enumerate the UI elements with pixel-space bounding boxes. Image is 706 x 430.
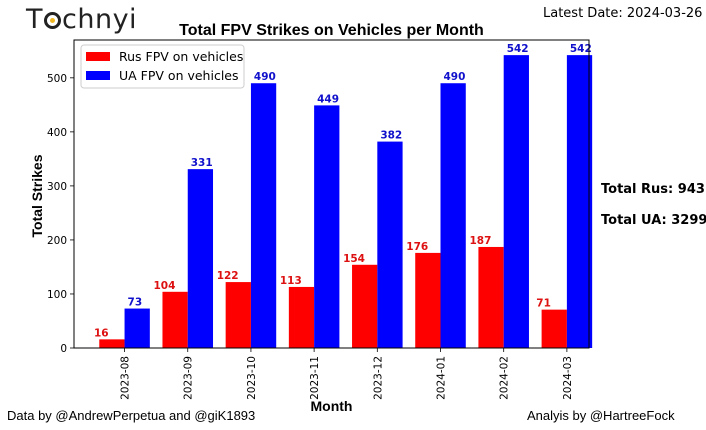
logo-text-right: chnyi: [62, 4, 138, 35]
legend-label-rus: Rus FPV on vehicles: [119, 49, 243, 64]
legend-swatch-rus: [86, 52, 110, 61]
y-tick-label: 300: [47, 181, 67, 193]
data-label-ua-2023-08: 73: [128, 297, 143, 309]
x-tick-label: 2023-11: [309, 356, 321, 400]
bar-ua-2024-01: [440, 83, 466, 348]
plot-frame: [73, 39, 590, 349]
bar-ua-2023-12: [377, 141, 403, 348]
bar-ua-2023-10: [250, 83, 277, 348]
y-tick-label: 100: [47, 289, 67, 301]
data-label-ua-2023-10: 490: [254, 71, 276, 83]
total-ua: Total UA: 3299: [601, 213, 706, 228]
bar-rus-2024-01: [415, 252, 441, 348]
legend-box: [80, 44, 245, 89]
bar-rus-2023-11: [288, 286, 315, 348]
x-tick-label: 2023-09: [183, 356, 195, 400]
bar-ua-2024-03: [566, 55, 593, 349]
bar-rus-2023-12: [352, 264, 378, 348]
data-credit: Data by @AndrewPerpetua and @giK1893: [7, 408, 256, 423]
bar-rus-2023-08: [99, 339, 125, 348]
data-label-rus-2024-02: 187: [469, 235, 491, 247]
data-label-ua-2024-01: 490: [444, 71, 466, 83]
chart-title: Total FPV Strikes on Vehicles per Month: [179, 22, 484, 39]
x-tick-label: 2023-12: [372, 356, 384, 400]
legend-label-ua: UA FPV on vehicles: [119, 68, 239, 83]
data-label-rus-2024-03: 71: [536, 298, 551, 310]
bar-rus-2024-03: [541, 309, 567, 348]
bar-rus-2023-10: [225, 282, 251, 348]
legend-swatch-ua: [86, 71, 110, 80]
data-label-rus-2023-10: 122: [217, 270, 239, 282]
data-label-ua-2024-02: 542: [507, 43, 529, 55]
y-axis-label: Total Strikes: [29, 154, 45, 237]
y-tick-label: 200: [47, 235, 67, 247]
y-tick-label: 0: [60, 343, 67, 355]
data-label-rus-2023-08: 16: [94, 327, 109, 339]
data-label-ua-2023-11: 449: [317, 93, 339, 105]
analysis-credit: Analyis by @HartreeFock: [527, 408, 675, 423]
latest-date: Latest Date: 2024-03-26: [543, 6, 703, 21]
total-rus: Total Rus: 943: [601, 182, 705, 197]
bar-ua-2023-11: [314, 105, 340, 349]
x-tick-label: 2024-02: [499, 356, 511, 400]
logo-text-left: T: [26, 4, 43, 35]
logo-target-icon: [44, 12, 61, 29]
bar-ua-2023-08: [124, 308, 150, 348]
x-axis-label: Month: [311, 398, 353, 414]
bar-rus-2024-02: [478, 246, 504, 348]
data-label-ua-2024-03: 542: [570, 43, 592, 55]
x-tick-label: 2024-03: [562, 356, 574, 400]
bar-ua-2023-09: [187, 169, 214, 348]
x-tick-label: 2023-10: [246, 356, 258, 400]
data-label-rus-2024-01: 176: [406, 241, 428, 253]
x-tick-label: 2024-01: [436, 356, 448, 400]
y-tick-label: 400: [47, 127, 67, 139]
data-label-ua-2023-09: 331: [191, 157, 213, 169]
y-tick-label: 500: [47, 73, 67, 85]
bar-ua-2024-02: [503, 55, 529, 349]
data-label-ua-2023-12: 382: [380, 130, 402, 142]
bar-rus-2023-09: [162, 291, 188, 348]
x-tick-label: 2023-08: [120, 356, 132, 400]
data-label-rus-2023-09: 104: [154, 280, 176, 292]
data-label-rus-2023-11: 113: [280, 275, 302, 287]
data-label-rus-2023-12: 154: [343, 253, 365, 265]
